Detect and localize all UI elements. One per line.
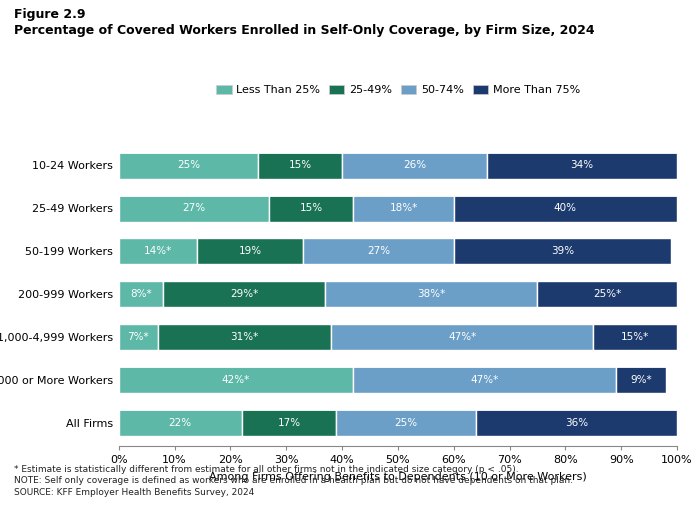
- Bar: [242, 410, 336, 436]
- Text: 15%*: 15%*: [621, 332, 649, 342]
- Bar: [119, 410, 242, 436]
- Text: 29%*: 29%*: [230, 289, 258, 299]
- Text: 39%: 39%: [551, 246, 574, 256]
- Text: 47%*: 47%*: [448, 332, 476, 342]
- Text: 15%: 15%: [288, 160, 312, 170]
- Bar: [119, 238, 197, 265]
- Text: Figure 2.9: Figure 2.9: [14, 8, 85, 21]
- Text: 8%*: 8%*: [131, 289, 151, 299]
- Bar: [119, 281, 163, 307]
- Text: 26%: 26%: [403, 160, 426, 170]
- Text: 15%: 15%: [299, 203, 323, 213]
- Bar: [454, 238, 671, 265]
- Bar: [119, 366, 353, 393]
- Bar: [119, 152, 258, 179]
- Bar: [353, 366, 616, 393]
- Bar: [258, 152, 342, 179]
- Text: 40%: 40%: [554, 203, 577, 213]
- Legend: Less Than 25%, 25-49%, 50-74%, More Than 75%: Less Than 25%, 25-49%, 50-74%, More Than…: [211, 80, 584, 99]
- Text: 22%: 22%: [168, 418, 192, 428]
- Text: * Estimate is statistically different from estimate for all other firms not in t: * Estimate is statistically different fr…: [14, 465, 573, 497]
- Text: 36%: 36%: [565, 418, 588, 428]
- Text: 9%*: 9%*: [630, 375, 651, 385]
- Text: 25%: 25%: [177, 160, 200, 170]
- Bar: [119, 195, 269, 222]
- Bar: [119, 323, 158, 350]
- Bar: [476, 410, 677, 436]
- Text: 38%*: 38%*: [417, 289, 445, 299]
- Text: 7%*: 7%*: [128, 332, 149, 342]
- Text: Percentage of Covered Workers Enrolled in Self-Only Coverage, by Firm Size, 2024: Percentage of Covered Workers Enrolled i…: [14, 24, 595, 37]
- X-axis label: Among Firms Offering Benefits to Dependents (10 or More Workers): Among Firms Offering Benefits to Depende…: [209, 472, 587, 482]
- Bar: [197, 238, 303, 265]
- Bar: [163, 281, 325, 307]
- Bar: [342, 152, 487, 179]
- Text: 27%: 27%: [182, 203, 206, 213]
- Bar: [325, 281, 537, 307]
- Text: 47%*: 47%*: [470, 375, 498, 385]
- Text: 14%*: 14%*: [144, 246, 172, 256]
- Text: 31%*: 31%*: [230, 332, 258, 342]
- Bar: [331, 323, 593, 350]
- Bar: [593, 323, 677, 350]
- Text: 25%: 25%: [394, 418, 418, 428]
- Bar: [158, 323, 331, 350]
- Text: 42%*: 42%*: [222, 375, 250, 385]
- Bar: [353, 195, 454, 222]
- Bar: [303, 238, 454, 265]
- Text: 18%*: 18%*: [389, 203, 417, 213]
- Text: 34%: 34%: [570, 160, 594, 170]
- Text: 25%*: 25%*: [593, 289, 621, 299]
- Bar: [454, 195, 677, 222]
- Text: 19%: 19%: [238, 246, 262, 256]
- Bar: [269, 195, 353, 222]
- Bar: [537, 281, 677, 307]
- Bar: [616, 366, 666, 393]
- Bar: [487, 152, 677, 179]
- Text: 27%: 27%: [366, 246, 390, 256]
- Text: 17%: 17%: [277, 418, 301, 428]
- Bar: [336, 410, 476, 436]
